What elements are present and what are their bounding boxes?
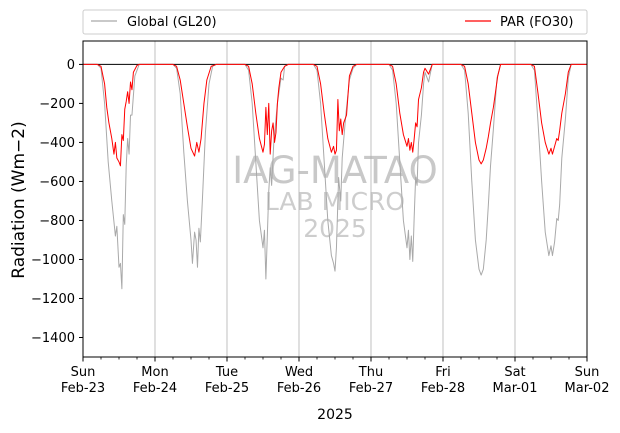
legend: Global (GL20) PAR (FO30) — [82, 9, 588, 35]
x-tick-label-day: Tue — [215, 365, 238, 380]
y-tick-label: 0 — [67, 58, 75, 73]
y-tick-label: −400 — [39, 136, 75, 151]
axes: 0−200−400−600−800−1000−1200−1400SunFeb-2… — [31, 40, 610, 396]
y-tick-label: −200 — [39, 97, 75, 112]
series-line-par — [83, 63, 587, 167]
x-tick-label-date: Feb-26 — [277, 381, 321, 396]
x-tick-label-day: Mon — [141, 365, 168, 380]
y-tick-label: −1400 — [31, 331, 75, 346]
x-tick-label-date: Feb-23 — [61, 381, 105, 396]
x-tick-label-date: Feb-28 — [421, 381, 465, 396]
y-tick-label: −1000 — [31, 253, 75, 268]
x-tick-label-day: Thu — [358, 365, 383, 380]
x-axis-label: 2025 — [317, 407, 353, 423]
x-tick-label-date: Mar-02 — [565, 381, 610, 396]
x-tick-label-date: Feb-27 — [349, 381, 393, 396]
x-tick-label-day: Sat — [504, 365, 525, 380]
legend-label-global: Global (GL20) — [127, 15, 217, 30]
y-axis-label: Radiation (Wm−2) — [9, 121, 29, 278]
watermark-line-2: LAB MICRO — [265, 187, 405, 216]
watermark-line-1: IAG-MATAO — [232, 149, 437, 192]
x-tick-label-date: Mar-01 — [493, 381, 538, 396]
y-tick-label: −600 — [39, 175, 75, 190]
x-tick-label-day: Sun — [71, 365, 96, 380]
x-tick-label-day: Wed — [285, 365, 313, 380]
series-line-global — [83, 63, 587, 290]
y-tick-label: −800 — [39, 214, 75, 229]
legend-label-par: PAR (FO30) — [500, 15, 573, 30]
x-tick-label-day: Fri — [435, 365, 451, 380]
legend-frame — [82, 9, 588, 35]
series-lines — [83, 63, 587, 290]
watermark-line-3: 2025 — [303, 214, 367, 243]
watermark: IAG-MATAO LAB MICRO 2025 — [232, 149, 437, 243]
y-tick-label: −1200 — [31, 292, 75, 307]
x-tick-label-date: Feb-24 — [133, 381, 177, 396]
x-tick-label-day: Sun — [575, 365, 600, 380]
x-tick-label-date: Feb-25 — [205, 381, 249, 396]
